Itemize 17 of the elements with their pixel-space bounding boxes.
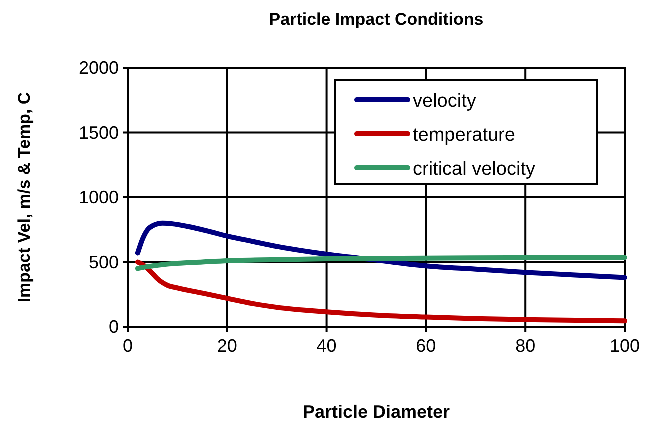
x-axis-title: Particle Diameter xyxy=(302,402,450,422)
y-tick-label: 2000 xyxy=(78,58,119,78)
y-tick-label: 0 xyxy=(108,317,119,337)
chart-title: Particle Impact Conditions xyxy=(269,10,484,29)
x-tick-label: 40 xyxy=(316,336,337,356)
y-tick-label: 1500 xyxy=(78,122,119,143)
y-tick-label: 1000 xyxy=(78,188,119,208)
y-axis-title: Impact Vel, m/s & Temp, C xyxy=(15,92,34,303)
x-tick-label: 20 xyxy=(217,336,238,356)
x-tick-label: 100 xyxy=(610,336,640,356)
x-tick-label: 0 xyxy=(122,336,134,356)
x-tick-label: 80 xyxy=(516,336,536,356)
x-tick-label: 60 xyxy=(416,336,436,356)
legend-label: temperature xyxy=(413,125,516,146)
y-tick-label: 500 xyxy=(88,252,119,272)
legend-label: velocity xyxy=(413,91,477,112)
legend-label: critical velocity xyxy=(413,159,536,180)
